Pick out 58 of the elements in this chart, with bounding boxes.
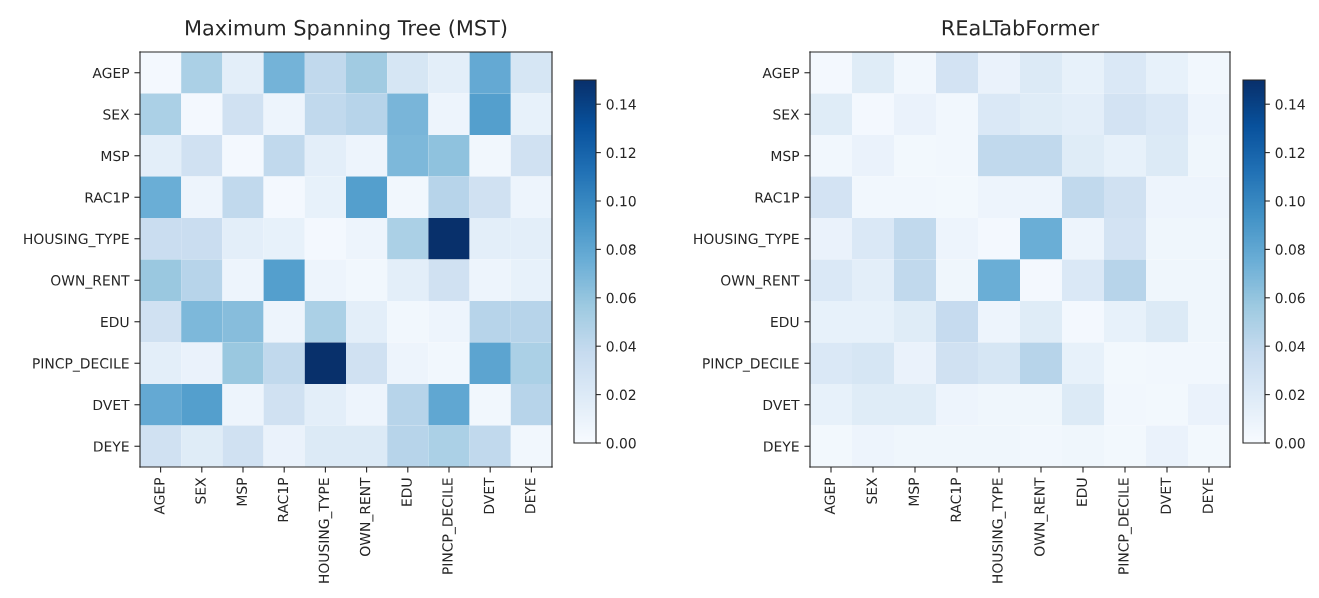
x-tick-label: DVET xyxy=(1160,477,1171,514)
x-tick-label: RAC1P xyxy=(950,477,962,522)
color-bar-label: 0.10 xyxy=(1275,195,1305,207)
chart-title: Maximum Spanning Tree (MST) xyxy=(186,19,507,40)
y-tick-label: EDU xyxy=(771,316,799,328)
y-tick-label: HOUSING_TYPE xyxy=(24,233,129,248)
x-tick-label: DEYE xyxy=(1202,478,1213,513)
y-tick-label: OWN_RENT xyxy=(721,275,800,289)
y-tick-label: SEX xyxy=(103,109,130,120)
color-bar-label: 0.02 xyxy=(606,389,636,401)
y-tick-label: MSP xyxy=(101,150,130,162)
color-bar-label: 0.08 xyxy=(606,244,636,255)
y-tick-label: SEX xyxy=(773,109,800,120)
y-tick-label: DVET xyxy=(763,399,800,411)
y-tick-label: PINCP_DECILE xyxy=(703,358,799,372)
y-tick-label: AGEP xyxy=(762,67,800,79)
y-tick-label: DEYE xyxy=(94,441,129,452)
color-bar-label: 0.04 xyxy=(1275,341,1305,352)
y-tick-label: HOUSING_TYPE xyxy=(694,233,799,248)
x-tick-label: EDU xyxy=(1076,478,1088,506)
color-bar-label: 0.06 xyxy=(606,292,636,304)
color-bar-label: 0.12 xyxy=(1275,147,1305,159)
color-bar-label: 0.14 xyxy=(1275,99,1305,110)
y-tick-label: AGEP xyxy=(92,67,130,79)
x-tick-label: OWN_RENT xyxy=(359,477,374,556)
color-bar-label: 0.10 xyxy=(606,195,636,207)
x-tick-label: SEX xyxy=(195,477,206,504)
y-tick-label: DVET xyxy=(93,399,130,411)
x-tick-label: PINCP_DECILE xyxy=(442,478,456,574)
color-bar-label: 0.12 xyxy=(606,147,636,159)
x-tick-label: DVET xyxy=(483,477,495,514)
color-bar-label: 0.02 xyxy=(1275,389,1305,401)
x-tick-label: HOUSING_TYPE xyxy=(992,478,1006,583)
x-tick-label: DEYE xyxy=(525,478,536,513)
color-bar-label: 0.00 xyxy=(606,437,636,449)
y-tick-label: RAC1P xyxy=(755,192,800,203)
chart-title: REaLTabFormer xyxy=(942,19,1100,36)
x-tick-label: MSP xyxy=(908,477,920,506)
x-tick-label: AGEP xyxy=(154,477,165,515)
x-tick-label: EDU xyxy=(401,478,412,506)
color-bar-label: 0.04 xyxy=(606,341,636,352)
y-tick-label: DEYE xyxy=(764,441,799,452)
x-tick-label: PINCP_DECILE xyxy=(1118,478,1132,574)
x-tick-label: SEX xyxy=(866,477,878,504)
y-tick-label: MSP xyxy=(771,150,800,162)
y-tick-label: PINCP_DECILE xyxy=(33,358,129,372)
color-bar-label: 0.08 xyxy=(1275,244,1305,255)
color-bar-label: 0.14 xyxy=(606,99,636,110)
color-bar-label: 0.00 xyxy=(1275,437,1305,449)
x-tick-label: HOUSING_TYPE xyxy=(318,478,333,583)
y-tick-label: EDU xyxy=(101,316,129,328)
color-bar-label: 0.06 xyxy=(1275,292,1305,304)
x-tick-label: AGEP xyxy=(824,477,836,515)
x-tick-label: RAC1P xyxy=(277,477,289,522)
x-tick-label: MSP xyxy=(236,477,248,506)
y-tick-label: OWN_RENT xyxy=(51,275,130,289)
y-tick-label: RAC1P xyxy=(85,192,130,203)
x-tick-label: OWN_RENT xyxy=(1034,477,1048,556)
